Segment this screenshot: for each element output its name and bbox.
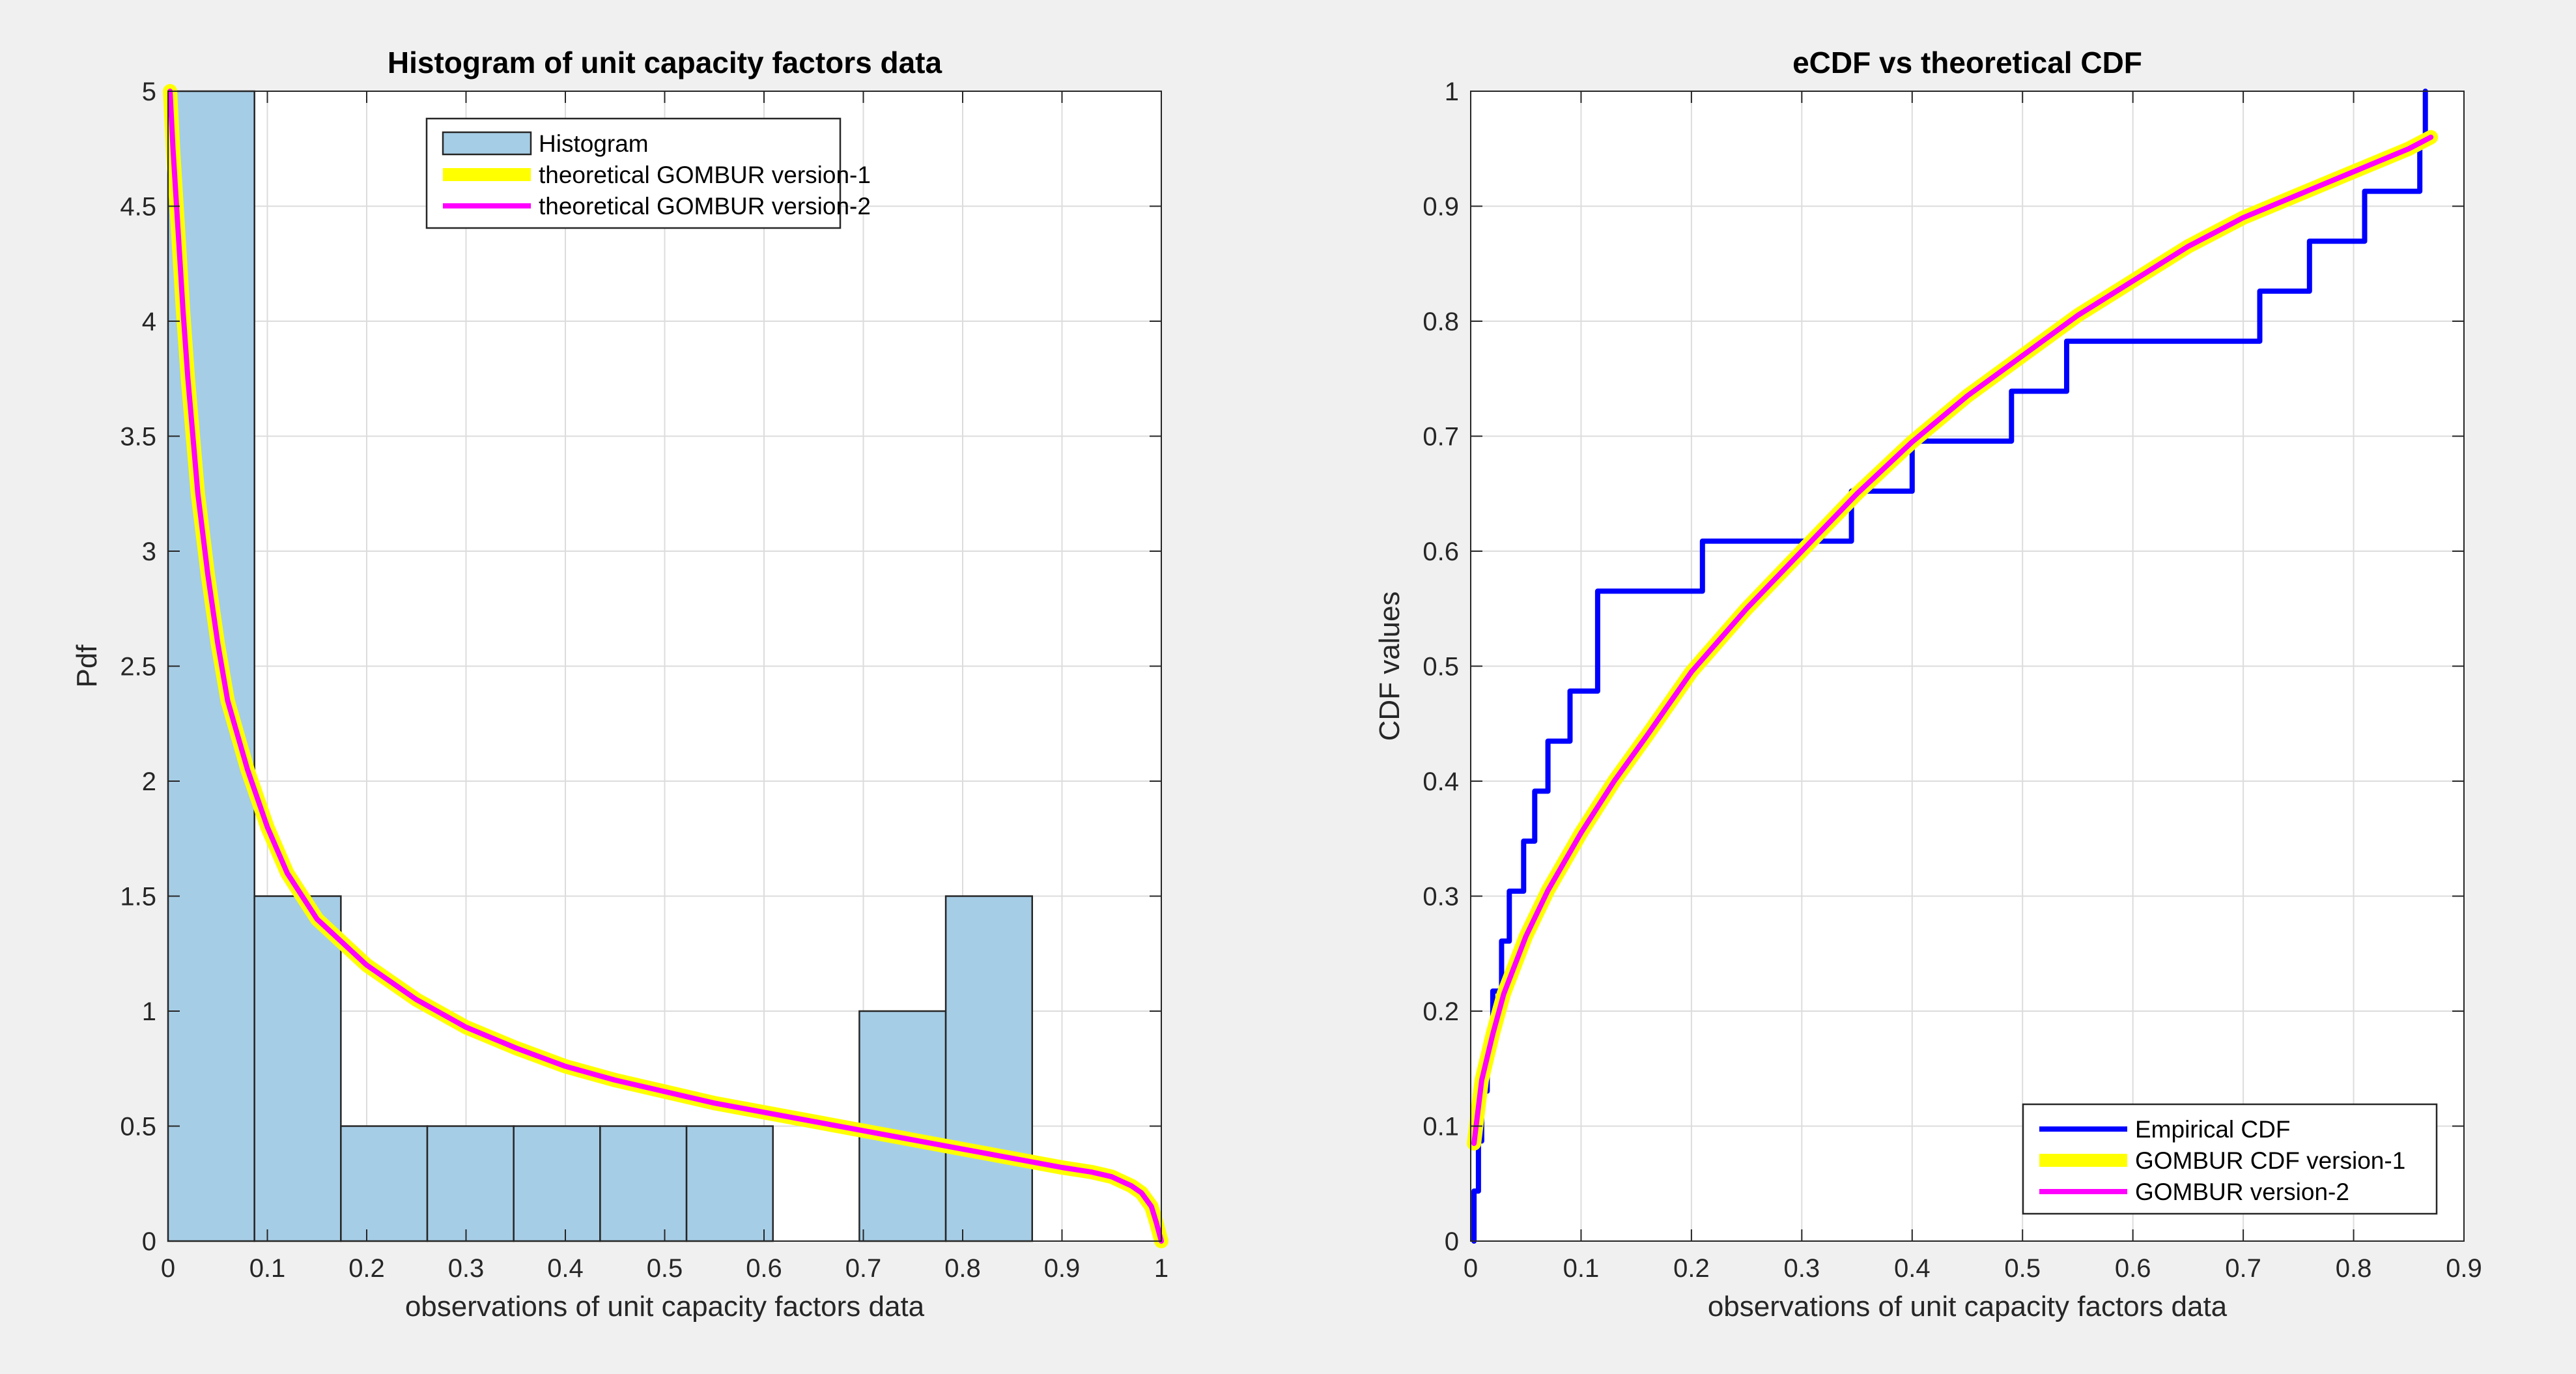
y-tick-label: 0.7 [1422,423,1459,451]
y-tick-label: 5 [142,78,156,106]
x-tick-label: 0.5 [647,1254,683,1283]
x-tick-label: 0.4 [1894,1254,1931,1283]
x-tick-label: 0.7 [845,1254,882,1283]
x-tick-label: 0.5 [2004,1254,2041,1283]
y-tick-label: 0 [142,1227,156,1256]
x-tick-label: 1 [1154,1254,1168,1283]
legend-label: theoretical GOMBUR version-1 [539,162,871,188]
x-tick-label: 0.6 [746,1254,782,1283]
y-tick-label: 0.9 [1422,193,1459,222]
y-tick-label: 0.5 [120,1113,156,1141]
y-tick-label: 0.8 [1422,308,1459,336]
y-tick-label: 0.4 [1422,767,1459,796]
histogram-bar [253,895,342,1242]
legend-swatch [442,131,532,156]
x-axis-label: observations of unit capacity factors da… [405,1291,925,1323]
legend-label: GOMBUR CDF version-1 [2135,1147,2405,1174]
y-tick-label: 2.5 [120,653,156,681]
x-tick-label: 0.1 [1563,1254,1600,1283]
y-axis-label: CDF values [1374,592,1406,741]
chart-title: eCDF vs theoretical CDF [1792,46,2142,79]
y-tick-label: 4 [142,308,156,336]
y-tick-label: 4.5 [120,193,156,222]
y-tick-label: 0 [1445,1227,1459,1256]
legend-label: Histogram [539,130,649,157]
legend-label: Empirical CDF [2135,1116,2290,1143]
y-tick-label: 0.2 [1422,997,1459,1026]
histogram-bar [685,1125,774,1242]
x-tick-label: 0 [1464,1254,1478,1283]
x-tick-label: 0.3 [448,1254,485,1283]
x-tick-label: 0.3 [1784,1254,1820,1283]
y-tick-label: 1.5 [120,883,156,911]
y-tick-label: 3.5 [120,423,156,451]
series-line [1471,134,2434,1146]
histogram-bar [944,895,1033,1242]
x-tick-label: 0.8 [2336,1254,2372,1283]
y-tick-label: 2 [142,767,156,796]
y-tick-label: 3 [142,537,156,566]
histogram-bar [340,1125,429,1242]
series-line [167,89,1164,1244]
y-tick-label: 0.1 [1422,1113,1459,1141]
y-tick-label: 0.6 [1422,537,1459,566]
cdf-chart: 0 0.1 0.2 0.3 0.4 0.5 0.6 0.7 0.8 0.9 0 0.1 0.2 0.3 0.… [1374,46,2482,1323]
histogram-bar [426,1125,515,1242]
chart-title: Histogram of unit capacity factors data [388,46,942,79]
x-axis-label: observations of unit capacity factors da… [1708,1291,2228,1323]
y-tick-label: 0.3 [1422,883,1459,911]
legend-label: GOMBUR version-2 [2135,1179,2349,1205]
y-axis-label: Pdf [71,644,103,688]
x-tick-label: 0.9 [2446,1254,2482,1283]
x-tick-label: 0.4 [547,1254,584,1283]
x-tick-label: 0 [161,1254,175,1283]
x-tick-label: 0.7 [2225,1254,2261,1283]
x-tick-label: 0.6 [2115,1254,2151,1283]
histogram-chart: 0 0.1 0.2 0.3 0.4 0.5 0.6 0.7 0.8 0.9 1 0 0.5 1 1.5 2 2.… [71,46,1168,1323]
y-tick-label: 0.5 [1422,653,1459,681]
x-tick-label: 0.1 [249,1254,286,1283]
histogram-bar [599,1125,688,1242]
y-tick-label: 1 [142,997,156,1026]
x-tick-label: 0.2 [1673,1254,1710,1283]
legend: Empirical CDF GOMBUR CDF version-1 GOMBUR … [2022,1103,2438,1215]
legend-label: theoretical GOMBUR version-2 [539,193,871,220]
y-tick-label: 1 [1445,78,1459,106]
x-tick-label: 0.8 [944,1254,981,1283]
legend: Histogram theoretical GOMBUR version-1 the… [425,117,871,229]
histogram-bar [513,1125,601,1242]
x-tick-label: 0.2 [348,1254,385,1283]
x-tick-label: 0.9 [1044,1254,1081,1283]
